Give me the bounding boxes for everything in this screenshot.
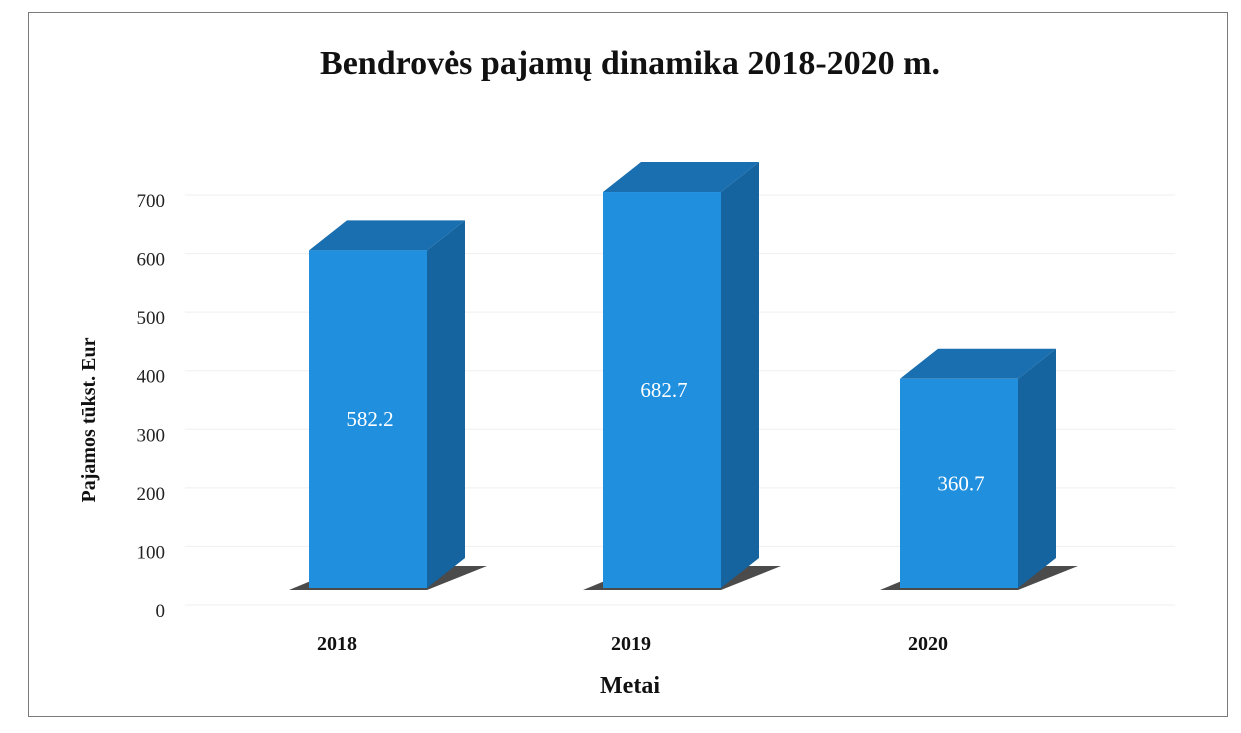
x-axis-label: Metai [600,673,660,699]
bar-top-face [603,162,759,193]
bar-2018 [309,220,465,588]
y-tick-label: 500 [137,308,166,329]
bar-front-face [603,192,721,588]
x-category-label: 2018 [317,633,357,655]
y-tick-label: 200 [137,484,166,505]
chart-title: Bendrovės pajamų dinamika 2018-2020 m. [320,45,940,82]
bar-side-face [427,220,465,588]
data-label: 682.7 [640,378,687,402]
x-category-label: 2020 [908,633,948,655]
bar-front-face [309,250,427,588]
bar-2019 [603,162,759,588]
bar-side-face [721,162,759,588]
x-category-label: 2019 [611,633,651,655]
y-axis-label: Pajamos tūkst. Eur [78,337,100,502]
y-axis-ticks: 0 100 200 300 400 500 600 700 [137,191,166,622]
y-tick-label: 600 [137,250,166,271]
bar-front-face [900,378,1018,588]
y-tick-label: 700 [137,191,166,212]
bar-2020 [900,348,1056,588]
data-label: 360.7 [937,471,984,495]
bar-top-face [309,220,465,251]
bars [309,162,1056,588]
y-tick-label: 300 [137,425,166,446]
y-tick-label: 0 [156,601,166,622]
bar-top-face [900,348,1056,379]
x-axis-categories: 2018 2019 2020 [317,633,948,655]
y-tick-label: 400 [137,367,166,388]
y-tick-label: 100 [137,542,166,563]
bar-side-face [1018,348,1056,588]
data-label: 582.2 [346,407,393,431]
data-labels: 582.2 682.7 360.7 [346,378,984,495]
